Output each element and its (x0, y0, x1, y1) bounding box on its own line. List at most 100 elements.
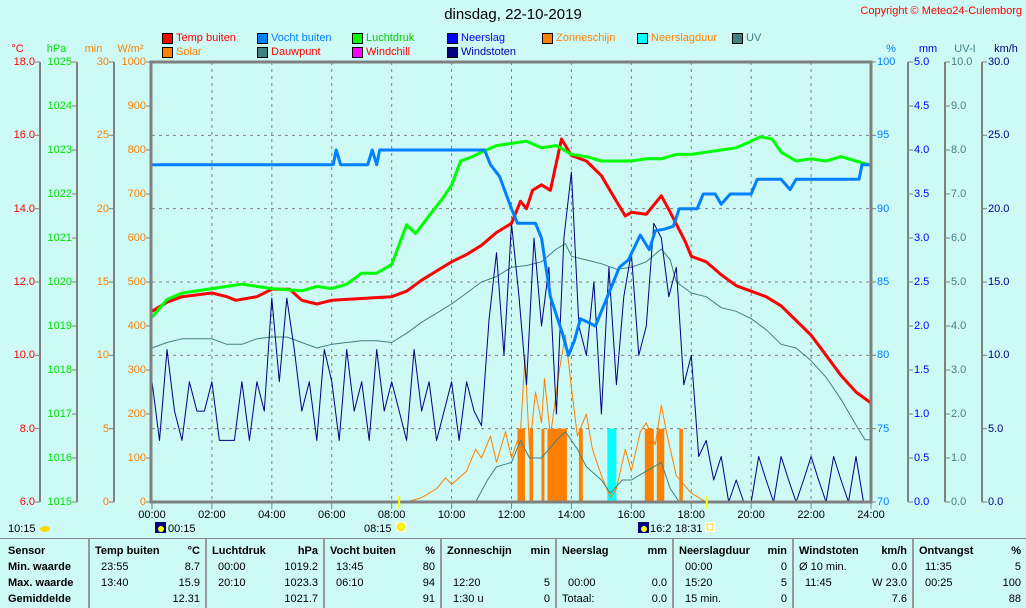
x-tick-label: 10:00 (437, 509, 466, 521)
cell-value: 0 (543, 593, 550, 605)
legend-swatch (447, 33, 458, 44)
cell-value: 1023.3 (284, 577, 318, 589)
axis-tick-label-mm: 1.0 (914, 408, 930, 420)
axis-unit-solar: W/m² (117, 43, 144, 55)
table-row: 12.31 (95, 591, 200, 607)
axis-tick-label-uv: 0.0 (951, 496, 967, 508)
table-row: 15 min. 0 (679, 591, 787, 607)
axis-tick-label-uv: 1.0 (951, 452, 967, 464)
axis-tick-label-hpa: 1025 (47, 56, 72, 68)
row-label: Gemiddelde (8, 593, 71, 605)
axis-tick-label-uv: 3.0 (951, 364, 967, 376)
table-row: 88 (919, 591, 1021, 607)
column-header: Zonneschijn (447, 545, 512, 557)
axis-tick-label-hpa: 1020 (47, 276, 72, 288)
axis-unit-mm: mm (918, 43, 938, 55)
axis-tick-label-hpa: 1016 (47, 452, 72, 464)
table-row: 00:00 1019.2 (212, 559, 318, 575)
x-tick-label: 20:00 (737, 509, 765, 521)
axis-tick-label-kmh: 20.0 (988, 202, 1010, 215)
axis-tick-label-hum: 95 (877, 129, 890, 142)
moonset-icon (638, 522, 649, 533)
x-tick-label: 04:00 (258, 509, 286, 521)
statistics-table: Sensor Min. waarde Max. waarde Gemiddelde Te… (0, 538, 1026, 608)
axis-tick-label-temp: 14.0 (13, 202, 35, 215)
legend-swatch (732, 33, 743, 44)
table-row: 00:00 0.0 (562, 575, 667, 591)
axis-tick-label-solar: 600 (127, 232, 146, 244)
row-label: Max. waarde (8, 577, 74, 589)
astro-time: 08:15 (364, 523, 392, 535)
table-row: 13:45 80 (330, 559, 435, 575)
column-unit: hPa (297, 545, 318, 557)
axis-tick-label-uv: 5.0 (951, 276, 967, 288)
cell-value: 94 (422, 577, 435, 589)
cell-time: 13:45 (336, 561, 364, 573)
cell-value: 0.0 (891, 561, 907, 573)
axis-tick-label-hpa: 1023 (47, 144, 72, 156)
table-row-labels: Sensor Min. waarde Max. waarde Gemiddelde (0, 539, 88, 608)
table-row: 1021.7 (212, 591, 318, 607)
cell-value: 80 (422, 561, 435, 573)
cell-value: 0.0 (651, 593, 667, 605)
copyright-text: Copyright © Meteo24-Culemborg (860, 5, 1022, 17)
table-row: Min. waarde (8, 559, 83, 575)
cell-value: 15.9 (178, 577, 200, 589)
cell-value: W 23.0 (872, 577, 907, 589)
legend-swatch (162, 47, 173, 58)
x-tick-label: 24:00 (857, 509, 885, 521)
column-unit: min (530, 545, 550, 557)
cell-time: Totaal: (562, 593, 595, 605)
axis-tick-label-hpa: 1024 (47, 100, 72, 112)
bar-neerslagduur (607, 428, 617, 502)
cell-time: 23:55 (101, 561, 129, 573)
axis-tick-label-hpa: 1021 (47, 232, 72, 244)
axis-tick-label-hpa: 1018 (47, 364, 72, 376)
column-unit: mm (647, 545, 667, 557)
axis-tick-label-kmh: 0.0 (988, 496, 1004, 508)
axis-tick-label-hpa: 1019 (47, 320, 72, 332)
column-unit: % (1011, 545, 1021, 557)
cell-value: 0 (780, 593, 787, 605)
moon-phase-icon (40, 526, 50, 532)
legend-label: Zonneschijn (556, 32, 616, 44)
column-header: Ontvangst (919, 545, 974, 557)
axis-tick-label-uv: 6.0 (951, 232, 967, 244)
cell-value: 0.0 (651, 577, 667, 589)
legend-swatch (542, 33, 553, 44)
x-tick-label: 22:00 (797, 509, 825, 521)
cell-value: 5 (780, 577, 787, 589)
axis-unit-hpa: hPa (46, 43, 67, 55)
axis-tick-label-hum: 70 (877, 496, 890, 508)
axis-unit-kmh: km/h (994, 43, 1018, 55)
table-column-zonneschijn: Zonneschijn min 12:20 5 1:30 u 0 (440, 539, 555, 608)
axis-tick-label-temp: 6.0 (19, 496, 35, 508)
row-label: Min. waarde (8, 561, 71, 573)
table-column-neerslagduur: Neerslagduur min 00:00 0 15:20 5 15 min. 0 (672, 539, 792, 608)
axis-tick-label-solar: 900 (127, 100, 146, 112)
legend-swatch (257, 47, 268, 58)
row-label: Sensor (8, 545, 46, 557)
series-vocht-buiten (152, 148, 871, 357)
cell-time: 11:45 (805, 577, 832, 589)
x-tick-label: 16:00 (617, 509, 646, 521)
cell-time: 20:10 (218, 577, 246, 589)
table-column-temp-buiten: Temp buiten °C 23:55 8.7 13:40 15.9 12.31 (88, 539, 205, 608)
chart-grid (152, 62, 871, 502)
table-row (562, 559, 667, 575)
bar-zonneschijn (541, 428, 545, 502)
axis-tick-label-solar: 300 (127, 364, 146, 376)
axis-tick-label-min: 10 (96, 349, 109, 362)
cell-time: 13:40 (101, 577, 129, 589)
cell-time: Ø 10 min. (799, 561, 847, 573)
legend-label: Dauwpunt (271, 46, 321, 58)
axis-tick-label-kmh: 30.0 (988, 56, 1010, 68)
column-header: Temp buiten (95, 545, 160, 557)
chart-series (150, 135, 872, 503)
bar-zonneschijn (529, 428, 534, 502)
cell-value: 91 (422, 593, 435, 605)
legend-label: Luchtdruk (366, 32, 415, 44)
axis-tick-label-hum: 75 (877, 422, 890, 435)
cell-value: 7.6 (891, 593, 907, 605)
column-unit: km/h (881, 545, 907, 557)
